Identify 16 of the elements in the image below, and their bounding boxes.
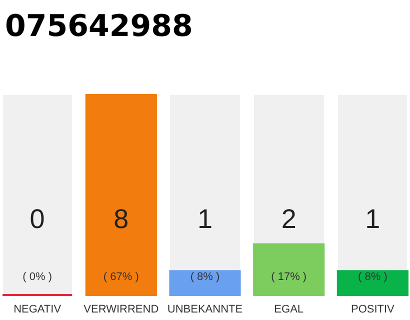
annotation: 8 bbox=[114, 204, 129, 234]
data-label: ( 0% ) bbox=[22, 271, 52, 283]
data-label: ( 17% ) bbox=[271, 271, 307, 283]
annotation: 2 bbox=[281, 204, 296, 234]
x-tick-label: VERWIRREND bbox=[84, 304, 159, 316]
x-tick-label: UNBEKANNTE bbox=[167, 304, 243, 316]
annotation: 1 bbox=[365, 204, 380, 234]
data-label: ( 8% ) bbox=[190, 271, 220, 283]
x-tick-label: EGAL bbox=[274, 304, 304, 316]
x-tick-label: POSITIV bbox=[350, 304, 396, 316]
annotation: 1 bbox=[197, 204, 213, 234]
x-tick-label: NEGATIV bbox=[14, 304, 62, 316]
data-label: ( 67% ) bbox=[103, 271, 139, 283]
chart-title: 075642988 bbox=[5, 9, 193, 44]
annotation: 0 bbox=[30, 204, 45, 234]
data-label: ( 8% ) bbox=[358, 271, 388, 283]
